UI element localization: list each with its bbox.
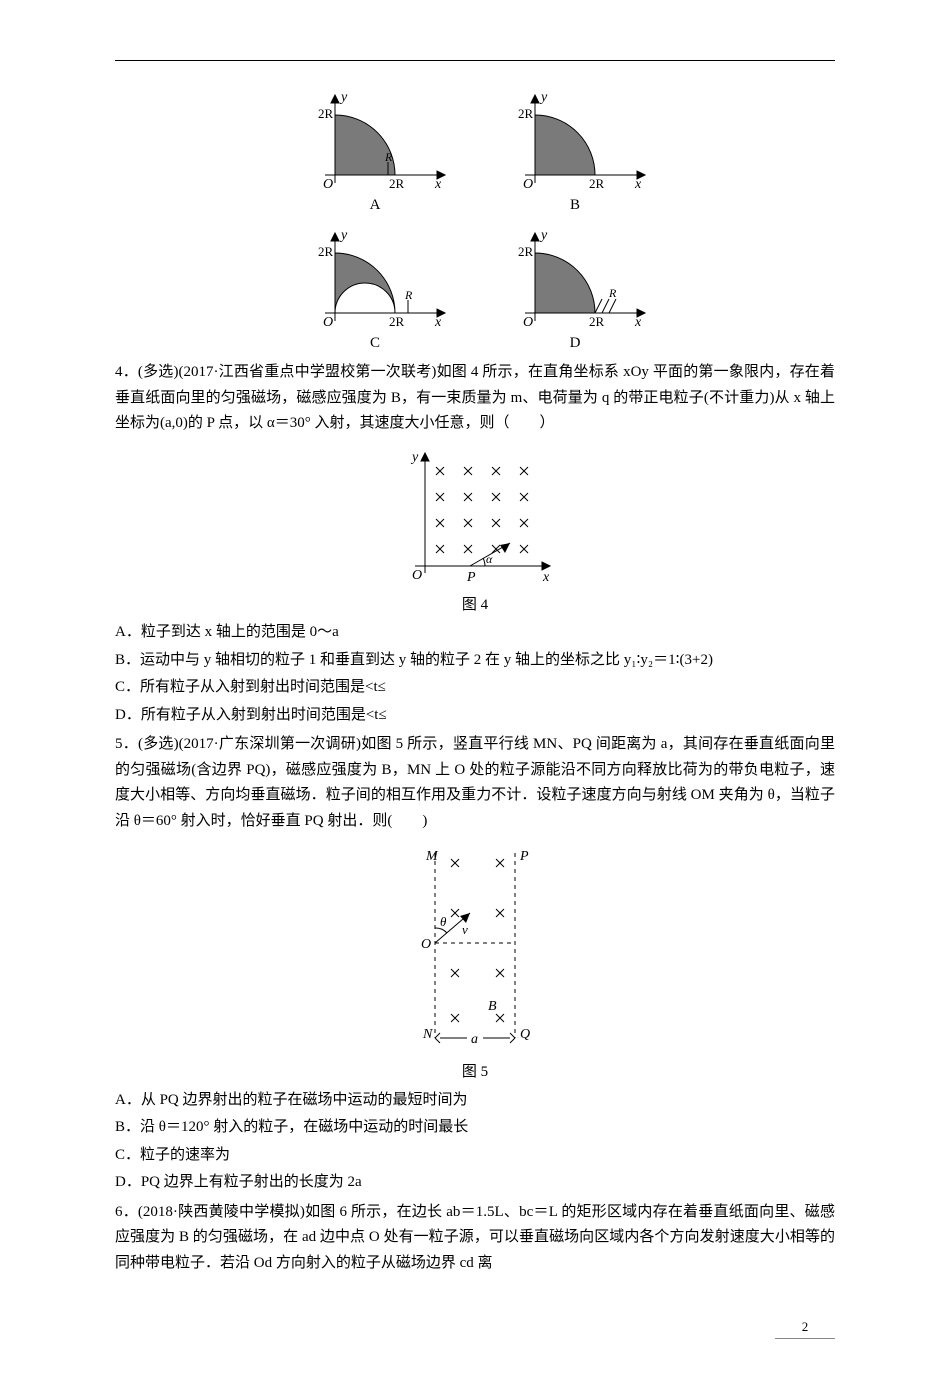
- v-label: v: [462, 922, 468, 937]
- figure-d-svg: 2R O 2R R x y: [495, 223, 655, 333]
- ytick-2r: 2R: [518, 106, 534, 121]
- q5-option-b: B．沿 θ＝120° 射入的粒子，在磁场中运动的时间最长: [115, 1115, 835, 1141]
- figure-5-svg: M P N Q O θ v B a: [390, 838, 560, 1058]
- figure-b-label: B: [495, 193, 655, 219]
- p-label: P: [519, 849, 529, 864]
- r-label: R: [404, 288, 413, 302]
- figure-b-svg: 2R O 2R x y: [495, 85, 655, 195]
- origin-label: O: [523, 177, 533, 192]
- q-label: Q: [520, 1027, 530, 1042]
- figure-d-label: D: [495, 331, 655, 357]
- x-axis-label: x: [434, 177, 442, 192]
- y-axis-label: y: [410, 450, 419, 465]
- origin-label: O: [523, 315, 533, 330]
- m-label: M: [425, 849, 439, 864]
- figure-a-label: A: [295, 193, 455, 219]
- origin-label: O: [323, 177, 333, 192]
- y-axis-label: y: [339, 90, 348, 105]
- y-axis-label: y: [339, 228, 348, 243]
- x-axis-label: x: [434, 315, 442, 330]
- q5-stem: 5．(多选)(2017·广东深圳第一次调研)如图 5 所示，竖直平行线 MN、P…: [115, 732, 835, 834]
- q4-option-d: D．所有粒子从入射到射出时间范围是<t≤: [115, 703, 835, 729]
- ytick-2r: 2R: [518, 244, 534, 259]
- r-label: R: [384, 150, 393, 164]
- figure-c-label: C: [295, 331, 455, 357]
- q4-option-b: B．运动中与 y 轴相切的粒子 1 和垂直到达 y 轴的粒子 2 在 y 轴上的…: [115, 648, 835, 674]
- q5-option-c: C．粒子的速率为: [115, 1143, 835, 1169]
- q4-option-c: C．所有粒子从入射到射出时间范围是<t≤: [115, 675, 835, 701]
- q6-stem: 6．(2018·陕西黄陵中学模拟)如图 6 所示，在边长 ab＝1.5L、bc＝…: [115, 1200, 835, 1277]
- origin-label: O: [323, 315, 333, 330]
- figure-4-svg: O P α x y: [385, 441, 565, 591]
- y-axis-label: y: [539, 228, 548, 243]
- o-label: O: [421, 937, 431, 952]
- q5-option-d: D．PQ 边界上有粒子射出的长度为 2a: [115, 1170, 835, 1196]
- y-axis-label: y: [539, 90, 548, 105]
- figure-abcd: 2R O 2R R x y A: [115, 85, 835, 356]
- p-label: P: [466, 570, 476, 585]
- r-label: R: [608, 286, 617, 300]
- xtick-2r: 2R: [389, 176, 405, 191]
- xtick-2r: 2R: [389, 314, 405, 329]
- alpha-label: α: [486, 552, 493, 566]
- a-label: a: [471, 1032, 478, 1047]
- page-number: 2: [115, 1316, 835, 1339]
- figure-a-svg: 2R O 2R R x y: [295, 85, 455, 195]
- ytick-2r: 2R: [318, 244, 334, 259]
- origin-label: O: [412, 568, 422, 583]
- figure-4-caption: 图 4: [115, 593, 835, 619]
- figure-5-caption: 图 5: [115, 1060, 835, 1086]
- b-label: B: [488, 999, 497, 1014]
- x-axis-label: x: [542, 570, 550, 585]
- top-rule: [115, 60, 835, 61]
- x-axis-label: x: [634, 177, 642, 192]
- q4-option-a: A．粒子到达 x 轴上的范围是 0～a: [115, 620, 835, 646]
- ytick-2r: 2R: [318, 106, 334, 121]
- q4-stem: 4．(多选)(2017·江西省重点中学盟校第一次联考)如图 4 所示，在直角坐标…: [115, 360, 835, 437]
- figure-c-svg: 2R O 2R R x y: [295, 223, 455, 333]
- theta-label: θ: [440, 914, 447, 929]
- xtick-2r: 2R: [589, 314, 605, 329]
- n-label: N: [422, 1027, 433, 1042]
- x-axis-label: x: [634, 315, 642, 330]
- xtick-2r: 2R: [589, 176, 605, 191]
- q5-option-a: A．从 PQ 边界射出的粒子在磁场中运动的最短时间为: [115, 1088, 835, 1114]
